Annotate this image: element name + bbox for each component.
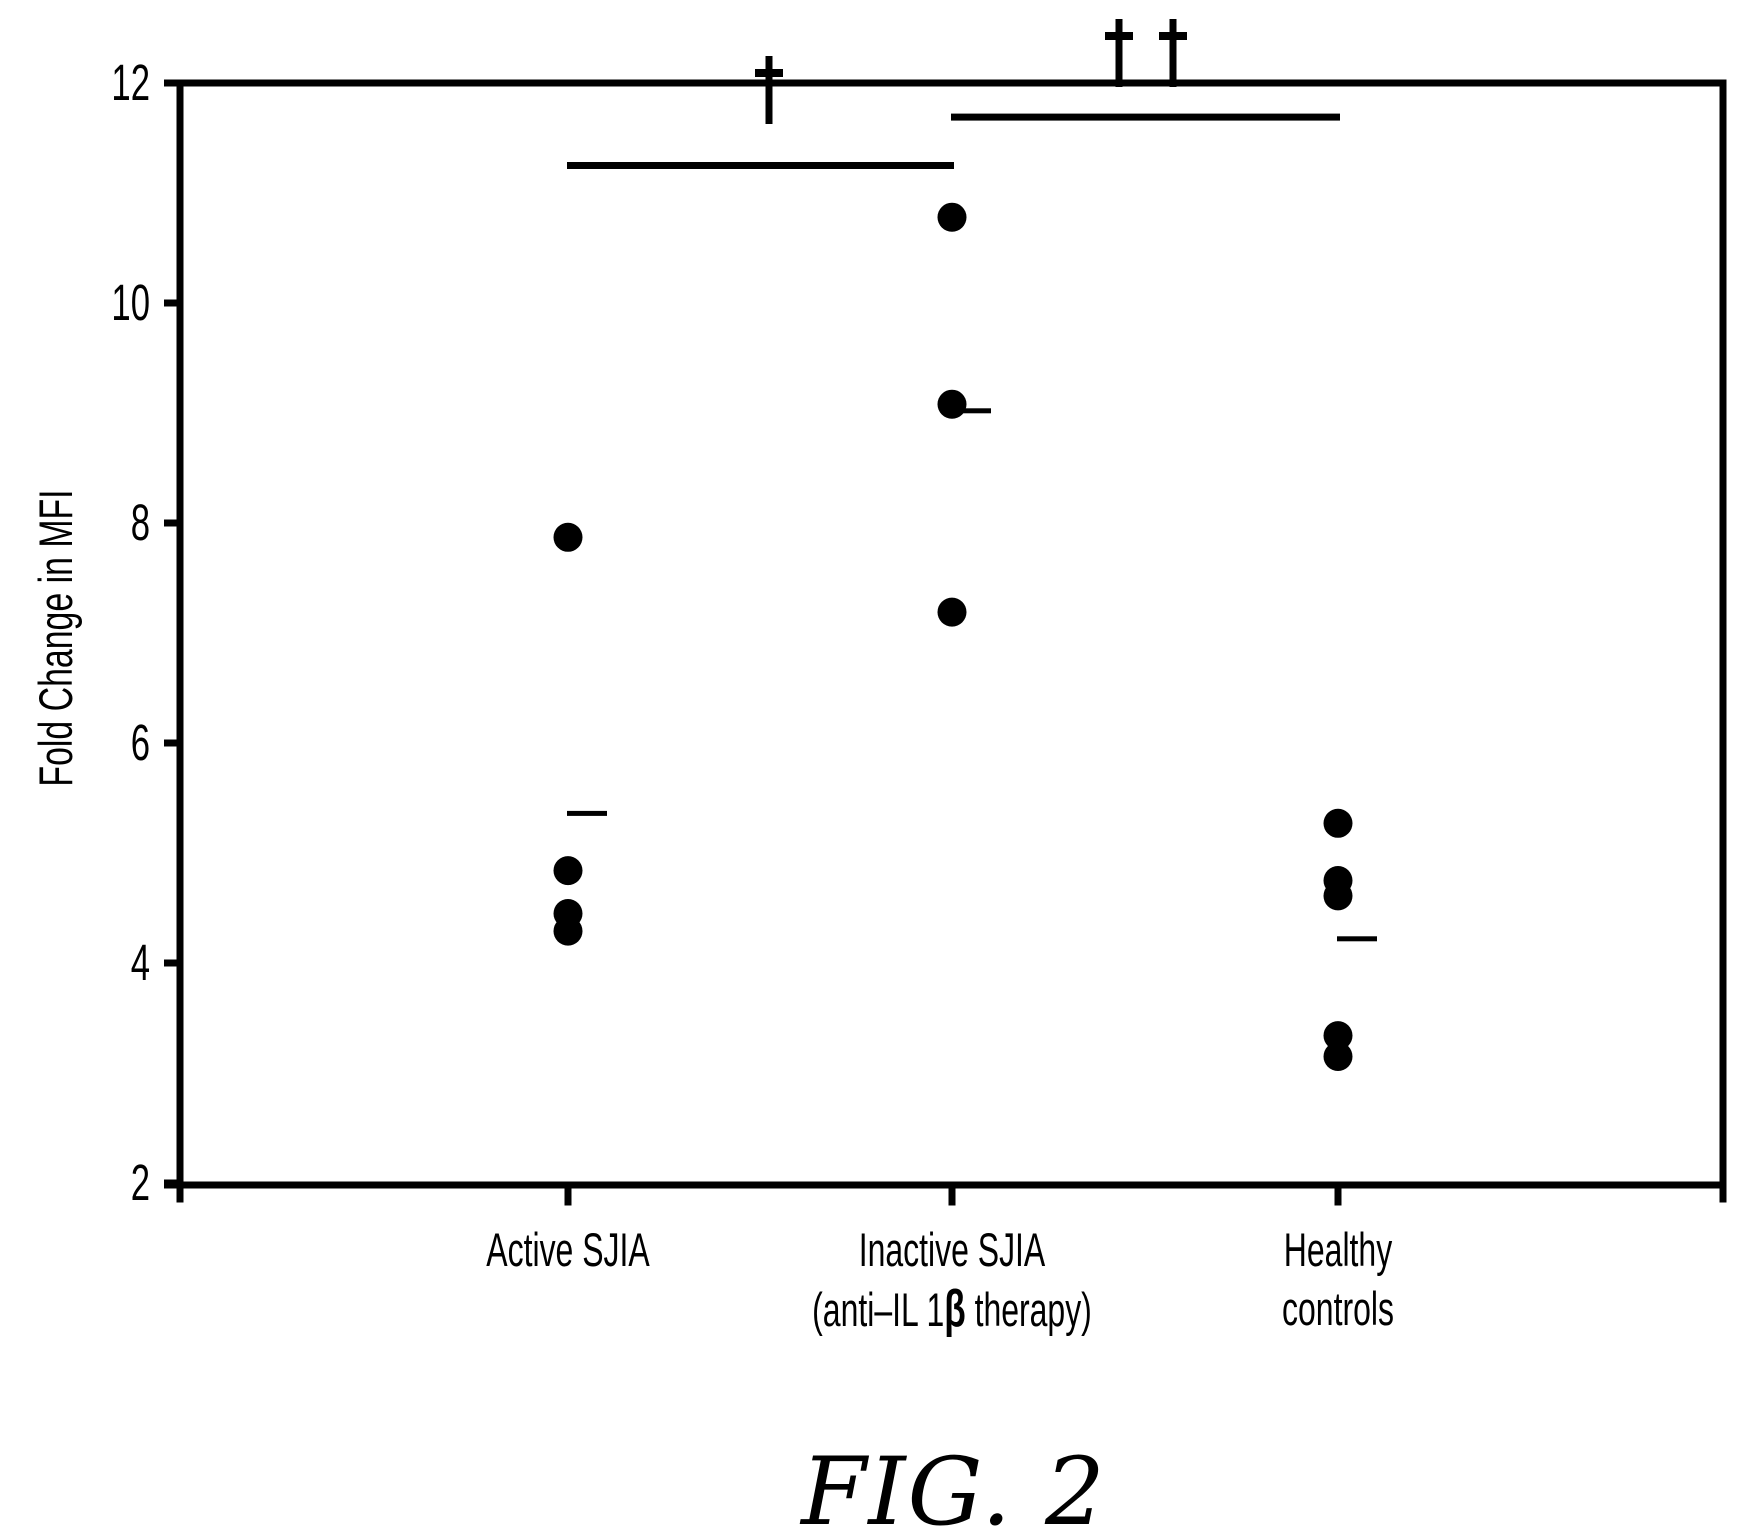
mean-line: [1337, 936, 1377, 942]
x-tick: [948, 1188, 956, 1206]
y-tick-label: 6: [130, 714, 150, 771]
x-axis-group-label: Active SJIA: [391, 1220, 745, 1279]
x-tick: [564, 1188, 572, 1206]
y-tick-label: 2: [130, 1154, 150, 1211]
significance-bar: [951, 113, 1340, 121]
data-point: [553, 916, 583, 946]
significance-bar: [567, 162, 954, 169]
y-tick: [164, 959, 180, 967]
plot-border-right: [1719, 79, 1727, 1203]
y-tick: [164, 519, 180, 527]
double-dagger-icon: [1105, 32, 1133, 40]
data-point: [1323, 808, 1353, 838]
dagger-icon: [755, 69, 783, 77]
data-point: [553, 522, 583, 552]
x-axis: [164, 1181, 1727, 1189]
data-point: [1323, 1042, 1353, 1071]
data-point: [937, 389, 967, 419]
x-tick: [1334, 1188, 1342, 1206]
double-dagger-icon: [1159, 32, 1187, 40]
x-axis-group-label-line: Inactive SJIA: [858, 1223, 1046, 1276]
y-tick: [164, 739, 180, 747]
y-axis-label: Fold Change in MFI: [29, 489, 82, 787]
x-axis-group-label: Healthy controls: [1161, 1220, 1515, 1338]
x-axis-group-label-line: Active SJIA: [486, 1223, 650, 1276]
x-axis-group-label-line: controls: [1282, 1282, 1394, 1335]
x-axis-group-label: Inactive SJIA (anti–IL 1β therapy): [775, 1220, 1129, 1339]
y-tick-label: 10: [111, 274, 150, 331]
beta-symbol: β: [944, 1279, 966, 1337]
data-point: [937, 202, 967, 232]
data-point: [937, 597, 967, 627]
double-dagger-icon: [1115, 19, 1123, 87]
mean-line: [567, 810, 607, 816]
data-point: [1323, 881, 1353, 911]
x-axis-group-label-line: Healthy: [1283, 1223, 1393, 1276]
plot-border-top: [164, 79, 1727, 87]
y-tick-label: 8: [130, 494, 150, 551]
figure-caption: FIG. 2: [801, 1438, 1107, 1540]
y-tick-label: 12: [111, 54, 150, 111]
mean-line: [951, 408, 991, 414]
y-tick-label: 4: [130, 934, 150, 991]
data-point: [553, 856, 583, 886]
y-tick: [164, 79, 180, 87]
x-axis-group-label-line: (anti–IL 1β therapy): [812, 1279, 1092, 1337]
double-dagger-icon: [1169, 19, 1177, 87]
data-point: [1323, 1021, 1353, 1051]
dagger-icon: [765, 56, 773, 124]
y-tick: [164, 1179, 180, 1187]
y-axis: [176, 79, 184, 1203]
y-tick: [164, 299, 180, 307]
